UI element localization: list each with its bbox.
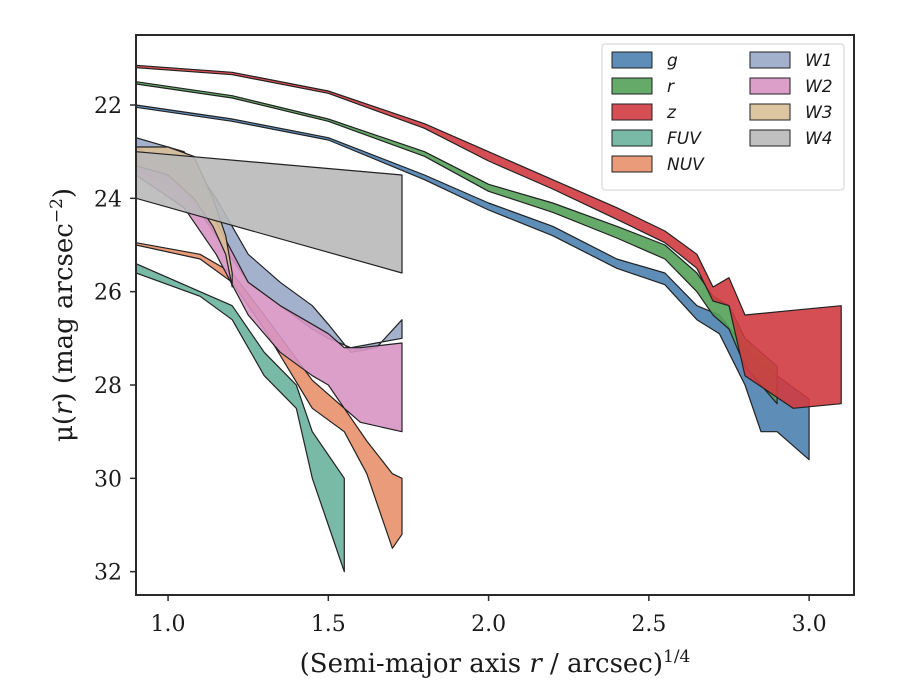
legend-label-z: z [666, 103, 677, 123]
legend-swatch-fuv [611, 129, 653, 147]
legend-swatch-w1 [749, 51, 791, 69]
band-z [136, 64, 842, 409]
band-g [136, 104, 810, 461]
legend-label-w4: W4 [805, 129, 833, 149]
plot-frame [135, 34, 855, 596]
x-tick-label: 2.5 [631, 612, 666, 637]
legend-swatch-w4 [749, 129, 791, 147]
x-tick-label: 2.0 [471, 612, 506, 637]
x-tick-label: 1.5 [311, 612, 346, 637]
profile-bands [136, 64, 842, 573]
legend-label-fuv: FUV [667, 129, 702, 149]
legend-label-r: r [667, 77, 675, 97]
y-tick-label: 30 [94, 467, 122, 492]
band-w4 [136, 151, 403, 274]
legend-swatch-w3 [749, 103, 791, 121]
y-tick-label: 24 [94, 187, 122, 212]
y-axis-label: μ(r) (mag arcsec−2) [47, 188, 79, 442]
x-tick-label: 1.0 [151, 612, 186, 637]
legend-swatch-w2 [749, 77, 791, 95]
y-axis-ticks: 22 24 26 28 30 32 [94, 94, 136, 586]
band-fuv [136, 263, 345, 573]
legend-swatch-g [611, 51, 653, 69]
band-r [136, 81, 778, 405]
y-tick-label: 22 [94, 94, 122, 119]
legend: grz FUV NUV W1 W2 W3 W4 [601, 43, 845, 191]
legend-swatch-r [611, 77, 653, 95]
legend-label-w1: W1 [805, 51, 833, 71]
legend-label-nuv: NUV [667, 155, 705, 175]
y-tick-label: 32 [94, 561, 122, 586]
legend-label-w2: W2 [805, 77, 833, 97]
band-w2 [136, 146, 403, 433]
x-axis-ticks: 1.0 1.5 2.0 2.5 3.0 [151, 595, 827, 637]
legend-swatch-z [611, 103, 653, 121]
legend-swatch-nuv [611, 155, 653, 173]
y-tick-label: 26 [94, 281, 122, 306]
x-tick-label: 3.0 [792, 612, 827, 637]
legend-label-w3: W3 [805, 103, 833, 123]
legend-label-g: g [667, 51, 678, 71]
y-tick-label: 28 [94, 374, 122, 399]
x-axis-label: (Semi-major axis r / arcsec)1/4 [300, 647, 691, 679]
